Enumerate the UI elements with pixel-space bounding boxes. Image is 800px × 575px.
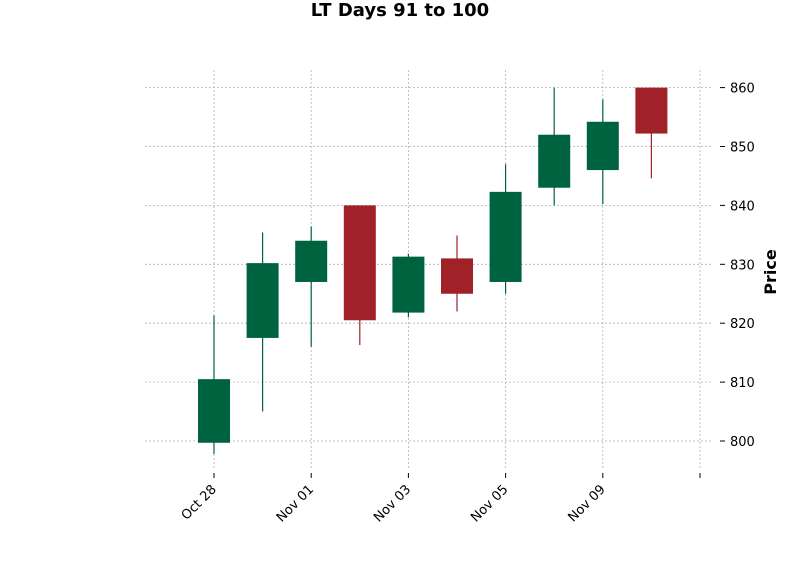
- candle-body: [295, 240, 328, 282]
- grid: [145, 70, 712, 470]
- candle-body: [489, 191, 522, 282]
- y-axis-label: Price: [761, 249, 780, 295]
- candle: [489, 164, 522, 294]
- candle: [441, 235, 473, 312]
- candle-body: [586, 121, 619, 171]
- candle-body: [246, 263, 279, 338]
- candle-body: [392, 256, 425, 313]
- y-tick-label: 810: [730, 376, 755, 391]
- y-axis: 800 810 820 830 840 850 860: [720, 82, 755, 450]
- candle: [392, 253, 425, 318]
- y-tick-label: 800: [730, 435, 755, 450]
- y-tick-label: 860: [730, 82, 755, 97]
- y-tick-label: 830: [730, 258, 755, 273]
- chart-title: LT Days 91 to 100: [310, 0, 490, 21]
- candle: [246, 232, 279, 412]
- y-tick-label: 840: [730, 199, 755, 214]
- candles: [198, 87, 668, 454]
- x-tick-label: Nov 05: [468, 482, 511, 525]
- x-tick-label: Oct 28: [179, 482, 220, 523]
- candle: [198, 315, 230, 454]
- candle-body: [441, 258, 473, 294]
- x-tick-label: Nov 09: [565, 482, 608, 525]
- x-axis: Oct 28 Nov 01 Nov 03 Nov 05 Nov 09: [179, 473, 701, 525]
- candle: [586, 99, 619, 205]
- candle: [343, 205, 376, 345]
- candle-body: [635, 87, 668, 134]
- candle: [295, 226, 328, 347]
- candle-body: [538, 134, 571, 188]
- x-tick-label: Nov 01: [274, 482, 317, 525]
- candle: [538, 87, 571, 206]
- y-tick-label: 850: [730, 141, 755, 156]
- x-tick-label: Nov 03: [371, 482, 414, 525]
- candle-body: [198, 379, 230, 443]
- candle-body: [343, 205, 376, 321]
- y-tick-label: 820: [730, 317, 755, 332]
- candle: [635, 87, 668, 179]
